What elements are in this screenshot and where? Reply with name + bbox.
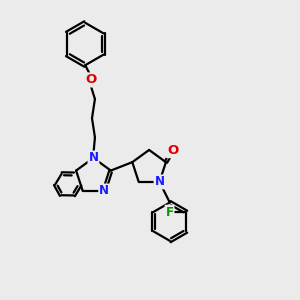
Text: N: N <box>88 152 98 164</box>
Text: N: N <box>99 184 109 197</box>
Text: O: O <box>167 144 178 157</box>
Text: O: O <box>85 74 96 86</box>
Text: F: F <box>166 206 174 219</box>
Text: N: N <box>154 176 164 188</box>
